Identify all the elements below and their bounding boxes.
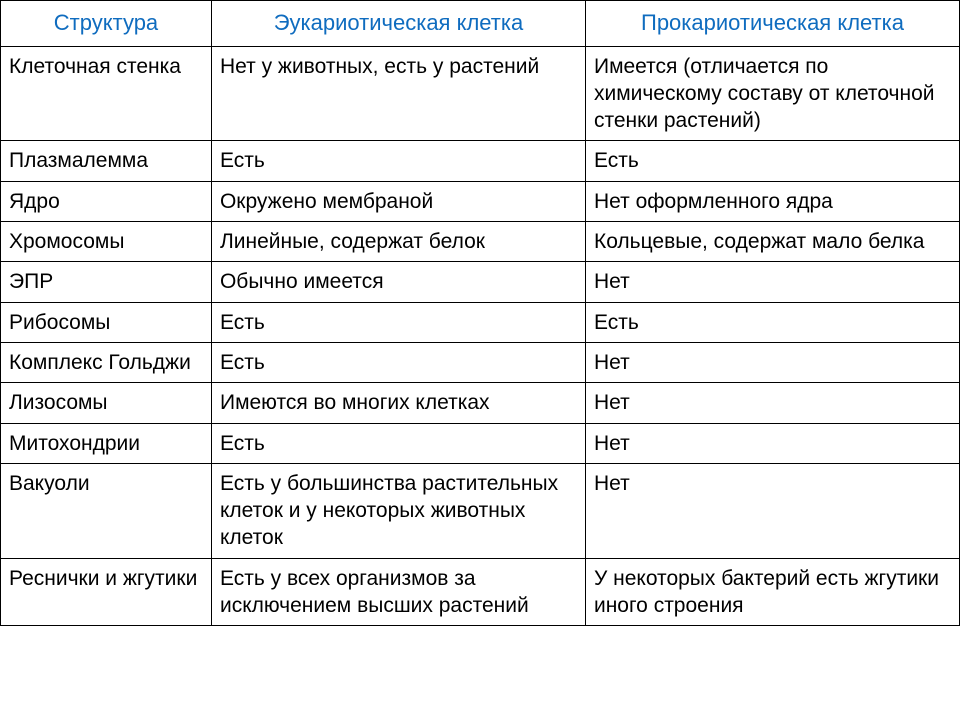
cell-eukaryotic: Есть: [211, 141, 585, 181]
col-header-eukaryotic: Эукариотическая клетка: [211, 1, 585, 47]
table-row: Комплекс Гольджи Есть Нет: [1, 342, 960, 382]
cell-eukaryotic: Имеются во многих клетках: [211, 383, 585, 423]
cell-structure: Реснички и жгутики: [1, 558, 212, 626]
table-row: Ядро Окружено мембраной Нет оформленного…: [1, 181, 960, 221]
cell-structure: Клеточная стенка: [1, 46, 212, 141]
col-header-prokaryotic: Прокариотическая клетка: [585, 1, 959, 47]
col-header-structure: Структура: [1, 1, 212, 47]
cell-structure: ЭПР: [1, 262, 212, 302]
cell-eukaryotic: Нет у животных, есть у растений: [211, 46, 585, 141]
cell-eukaryotic: Есть у всех организмов за исключением вы…: [211, 558, 585, 626]
table-row: Клеточная стенка Нет у животных, есть у …: [1, 46, 960, 141]
cell-prokaryotic: Нет: [585, 423, 959, 463]
cell-eukaryotic: Окружено мембраной: [211, 181, 585, 221]
cell-eukaryotic: Есть: [211, 342, 585, 382]
cell-prokaryotic: Есть: [585, 141, 959, 181]
cell-structure: Ядро: [1, 181, 212, 221]
cell-prokaryotic: Есть: [585, 302, 959, 342]
cell-structure: Плазмалемма: [1, 141, 212, 181]
table-row: Вакуоли Есть у большинства растительных …: [1, 463, 960, 558]
cell-eukaryotic: Есть: [211, 423, 585, 463]
cell-structure: Комплекс Гольджи: [1, 342, 212, 382]
table-row: ЭПР Обычно имеется Нет: [1, 262, 960, 302]
table-row: Плазмалемма Есть Есть: [1, 141, 960, 181]
table-row: Митохондрии Есть Нет: [1, 423, 960, 463]
cell-prokaryotic: Имеется (отличается по химическому соста…: [585, 46, 959, 141]
cell-structure: Лизосомы: [1, 383, 212, 423]
comparison-table: Структура Эукариотическая клетка Прокари…: [0, 0, 960, 626]
cell-prokaryotic: Нет: [585, 463, 959, 558]
cell-structure: Митохондрии: [1, 423, 212, 463]
table-row: Рибосомы Есть Есть: [1, 302, 960, 342]
cell-structure: Хромосомы: [1, 222, 212, 262]
cell-prokaryotic: У некоторых бактерий есть жгутики иного …: [585, 558, 959, 626]
cell-prokaryotic: Нет: [585, 262, 959, 302]
cell-eukaryotic: Обычно имеется: [211, 262, 585, 302]
cell-eukaryotic: Есть у большинства растительных клеток и…: [211, 463, 585, 558]
cell-structure: Рибосомы: [1, 302, 212, 342]
cell-prokaryotic: Нет: [585, 383, 959, 423]
table-row: Лизосомы Имеются во многих клетках Нет: [1, 383, 960, 423]
cell-eukaryotic: Линейные, содержат белок: [211, 222, 585, 262]
table-row: Хромосомы Линейные, содержат белок Кольц…: [1, 222, 960, 262]
cell-prokaryotic: Нет: [585, 342, 959, 382]
table-header-row: Структура Эукариотическая клетка Прокари…: [1, 1, 960, 47]
cell-eukaryotic: Есть: [211, 302, 585, 342]
cell-prokaryotic: Нет оформленного ядра: [585, 181, 959, 221]
cell-structure: Вакуоли: [1, 463, 212, 558]
table-row: Реснички и жгутики Есть у всех организмо…: [1, 558, 960, 626]
cell-prokaryotic: Кольцевые, содержат мало белка: [585, 222, 959, 262]
